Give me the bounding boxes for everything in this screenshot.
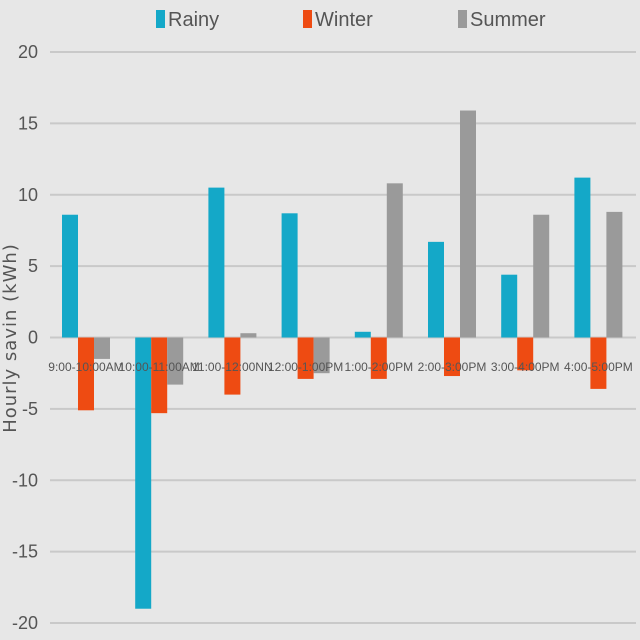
- bar-rainy-1: [62, 214, 78, 338]
- bar-rainy-7: [501, 274, 518, 338]
- y-tick-label: -5: [22, 399, 38, 419]
- category-label: 10:00-11:00AM: [119, 360, 200, 374]
- category-label: 3:00-4:00PM: [491, 360, 560, 374]
- bar-rainy-8: [574, 177, 591, 338]
- bars: [62, 110, 623, 609]
- category-label: 12:00-1:00PM: [268, 360, 343, 374]
- bar-rainy-4: [281, 213, 298, 338]
- y-tick-label: 20: [18, 42, 38, 62]
- legend-swatch-rainy: [156, 10, 165, 28]
- legend: Rainy Winter Summer: [156, 9, 546, 31]
- bar-winter-3: [224, 337, 241, 395]
- y-tick-label: 10: [18, 185, 38, 205]
- category-label: 9:00-10:00AM: [48, 360, 123, 374]
- legend-label-summer: Summer: [470, 9, 546, 31]
- bar-winter-6: [444, 337, 460, 377]
- y-tick-label: 0: [28, 328, 38, 348]
- bar-rainy-2: [135, 337, 152, 609]
- bar-summer-7: [533, 214, 550, 338]
- bar-winter-5: [370, 337, 387, 379]
- bar-winter-1: [78, 337, 94, 411]
- y-tick-label: -15: [12, 542, 38, 562]
- y-tick-labels: 20 15 10 5 0 -5 -10 -15 -20: [12, 42, 38, 633]
- legend-label-winter: Winter: [315, 9, 373, 31]
- bar-winter-7: [517, 337, 534, 371]
- bar-summer-8: [606, 211, 623, 338]
- y-tick-label: -10: [12, 470, 38, 490]
- bar-rainy-6: [428, 241, 444, 338]
- category-label: 11:00-12:00NN: [192, 360, 273, 374]
- category-label: 1:00-2:00PM: [344, 360, 413, 374]
- y-tick-label: 15: [18, 113, 38, 133]
- bar-summer-2: [167, 337, 184, 385]
- bar-summer-4: [313, 337, 330, 374]
- bar-summer-1: [94, 337, 110, 359]
- bar-summer-3: [240, 333, 257, 338]
- legend-swatch-winter: [303, 10, 312, 28]
- category-labels: 9:00-10:00AM10:00-11:00AM11:00-12:00NN12…: [48, 360, 632, 374]
- y-axis-title: Hourly savin (kWh): [0, 243, 21, 433]
- bar-summer-6: [460, 110, 476, 338]
- category-label: 2:00-3:00PM: [418, 360, 487, 374]
- legend-label-rainy: Rainy: [168, 9, 219, 31]
- y-tick-label: 5: [28, 256, 38, 276]
- y-tick-label: -20: [12, 613, 38, 633]
- category-label: 4:00-5:00PM: [564, 360, 633, 374]
- bar-summer-5: [386, 183, 403, 338]
- bar-winter-2: [151, 337, 168, 414]
- legend-swatch-summer: [458, 10, 467, 28]
- bar-rainy-3: [208, 187, 225, 338]
- bar-winter-4: [297, 337, 314, 379]
- bar-rainy-5: [354, 331, 371, 338]
- bar-winter-8: [590, 337, 607, 389]
